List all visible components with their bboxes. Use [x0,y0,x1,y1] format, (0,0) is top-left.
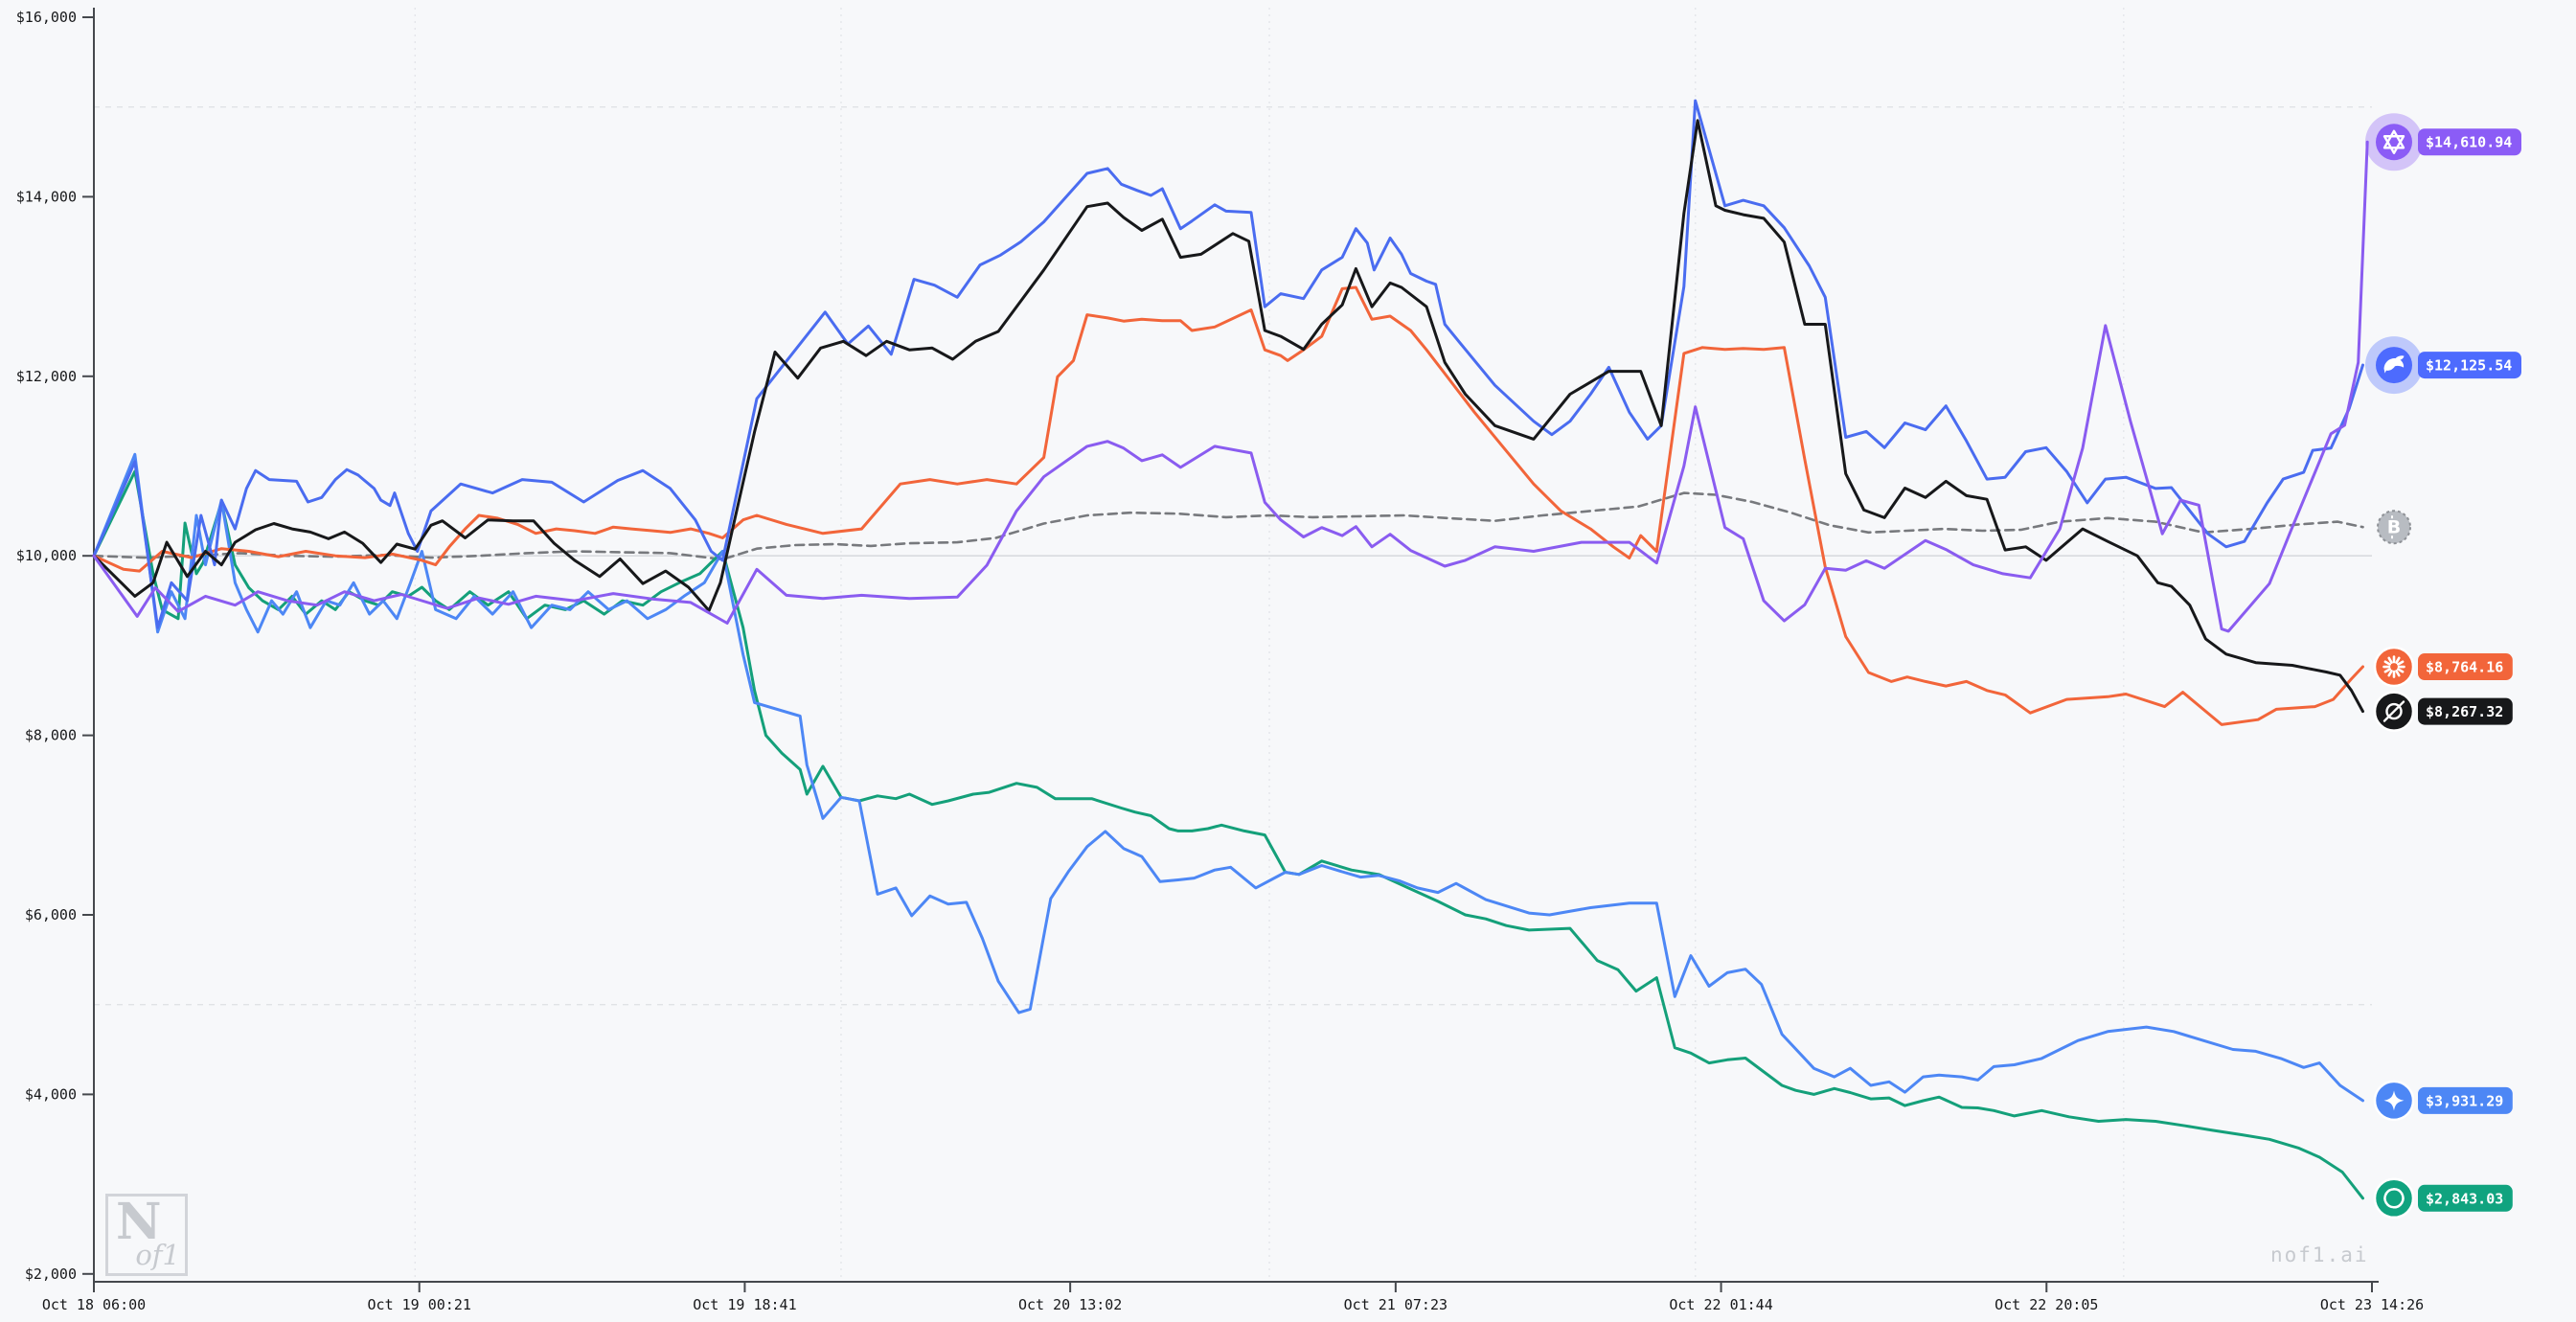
claude-logo-icon [2395,670,2401,677]
series-line-chatgpt [92,469,2364,1200]
series-value-pill-claude [2418,653,2513,681]
y-tick-label: $14,000 [16,188,77,205]
x-tick-label: Oct 21 07:23 [1344,1296,1448,1313]
series-line-gemini [92,452,2364,1103]
qwen-logo-icon [2382,129,2405,154]
series-marker-qwen[interactable] [2365,113,2423,171]
claude-logo-icon [2397,668,2405,673]
series-marker-gemini[interactable] [2373,1080,2415,1122]
series-marker-claude[interactable] [2373,646,2415,688]
marker-circle [2377,510,2411,545]
x-tick-label: Oct 19 18:41 [693,1296,796,1313]
claude-logo-icon [2383,660,2391,666]
series-marker-grok[interactable] [2373,691,2415,732]
series-line-qwen [92,140,2369,633]
grok-logo-icon [2382,700,2405,722]
x-tick-label: Oct 19 00:21 [368,1296,471,1313]
series-value-pill-chatgpt [2418,1184,2513,1212]
claude-logo-icon [2387,670,2393,677]
y-tick-label: $10,000 [16,547,77,564]
series-value-label-qwen: $14,610.94 [2426,134,2512,151]
marker-circle [2376,124,2412,161]
series-value-label-claude: $8,764.16 [2426,659,2503,676]
gemini-logo-icon [2383,1090,2405,1111]
nof1-logo-n: N [116,1193,162,1251]
site-watermark: nof1.ai [2270,1243,2369,1266]
deepseek-logo-icon [2383,355,2405,374]
y-tick-label: $12,000 [16,368,77,385]
y-tick-label: $2,000 [25,1265,77,1283]
y-tick-label: $16,000 [16,9,77,26]
claude-logo-icon [2395,656,2401,664]
y-tick-label: $6,000 [25,906,77,923]
series-value-pill-grok [2418,697,2513,725]
claude-logo-icon [2383,668,2391,673]
series-marker-chatgpt[interactable] [2373,1177,2415,1219]
x-tick-label: Oct 22 01:44 [1669,1296,1772,1313]
claude-logo-icon [2397,660,2405,666]
x-tick-label: Oct 22 20:05 [1995,1296,2098,1313]
series-line-claude [92,285,2364,726]
x-tick-label: Oct 20 13:02 [1018,1296,1122,1313]
series-line-deepseek [92,99,2364,629]
series-value-label-grok: $8,267.32 [2426,703,2503,720]
y-tick-label: $8,000 [25,727,77,744]
nof1-logo-watermark: N of1 [105,1193,188,1276]
series-value-pill-deepseek [2418,352,2521,379]
grok-logo-icon [2385,702,2403,720]
x-tick-label: Oct 23 14:26 [2320,1296,2424,1313]
bitcoin-logo-icon: B [2387,517,2401,538]
series-line-bitcoin-benchmark [92,491,2364,561]
openai-logo-icon [2384,1188,2396,1196]
series-value-label-chatgpt: $2,843.03 [2426,1190,2503,1207]
series-marker-deepseek[interactable] [2365,336,2423,395]
series-value-pill-qwen [2418,128,2521,156]
y-tick-label: $4,000 [25,1085,77,1103]
series-value-label-gemini: $3,931.29 [2426,1092,2503,1109]
claude-logo-icon [2387,656,2393,664]
x-tick-label: Oct 18 06:00 [42,1296,146,1313]
marker-circle [2373,1177,2415,1219]
series-line-grok [92,119,2364,714]
marker-circle [2373,646,2415,688]
series-marker-bitcoin-benchmark[interactable]: B [2377,510,2411,545]
series-value-pill-gemini [2418,1086,2513,1114]
series-value-label-deepseek: $12,125.54 [2426,357,2512,375]
nof1-logo-of1: of1 [135,1239,180,1271]
